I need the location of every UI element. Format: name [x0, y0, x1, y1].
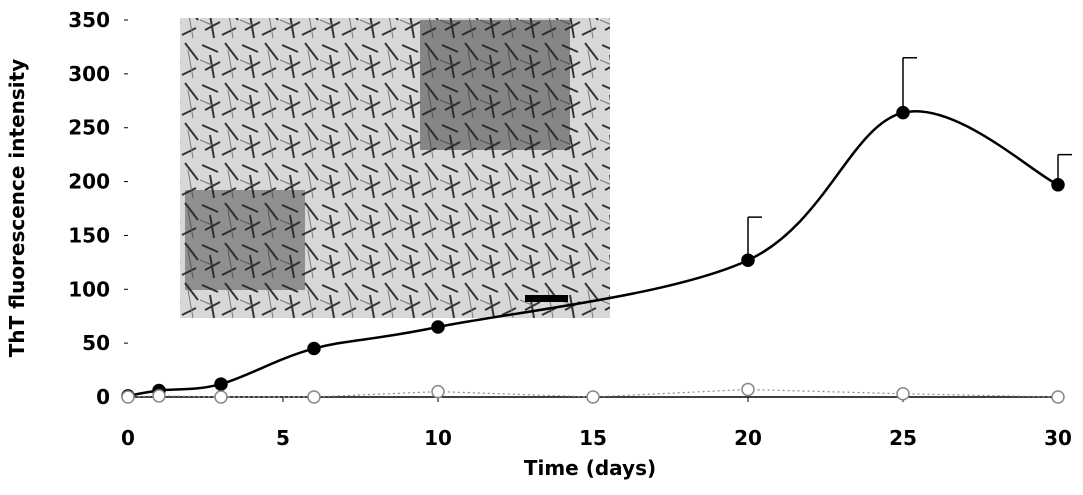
data-point: [152, 389, 166, 403]
scale-bar: [525, 295, 568, 302]
x-tick-label: 20: [734, 426, 762, 450]
x-tick-label: 15: [579, 426, 607, 450]
data-point: [431, 320, 445, 334]
x-tick-label: 0: [121, 426, 135, 450]
y-tick-label: 0: [96, 385, 110, 409]
dark-region: [420, 20, 570, 150]
data-point: [741, 253, 755, 267]
micrograph: [180, 18, 610, 318]
y-axis-title: ThT fluorescence intensity: [5, 59, 29, 357]
x-tick-label: 5: [276, 426, 290, 450]
y-tick-label: 100: [68, 277, 110, 301]
data-point: [214, 377, 228, 391]
data-point: [1051, 390, 1065, 404]
data-point: [896, 105, 910, 120]
data-point: [741, 382, 755, 397]
error-bar: [747, 216, 762, 261]
data-point: [121, 390, 135, 404]
data-point: [431, 384, 445, 399]
data-point: [307, 341, 321, 356]
x-tick-label: 30: [1044, 426, 1072, 450]
y-tick-label: 50: [82, 331, 110, 355]
y-tick-label: 200: [68, 170, 110, 194]
x-tick-label: 10: [424, 426, 452, 450]
dark-region: [185, 190, 305, 290]
y-tick-label: 250: [68, 116, 110, 140]
error-bar: [902, 56, 917, 113]
data-point: [896, 387, 910, 401]
y-tick-label: 150: [68, 223, 110, 247]
x-tick-label: 25: [889, 426, 917, 450]
data-point: [214, 390, 228, 404]
data-point: [1051, 178, 1065, 192]
y-tick-label: 350: [68, 8, 110, 32]
x-axis-title: Time (days): [524, 456, 656, 480]
y-tick-label: 300: [68, 62, 110, 86]
data-point: [307, 390, 321, 404]
inset-image: [180, 18, 610, 318]
data-point: [586, 390, 600, 404]
